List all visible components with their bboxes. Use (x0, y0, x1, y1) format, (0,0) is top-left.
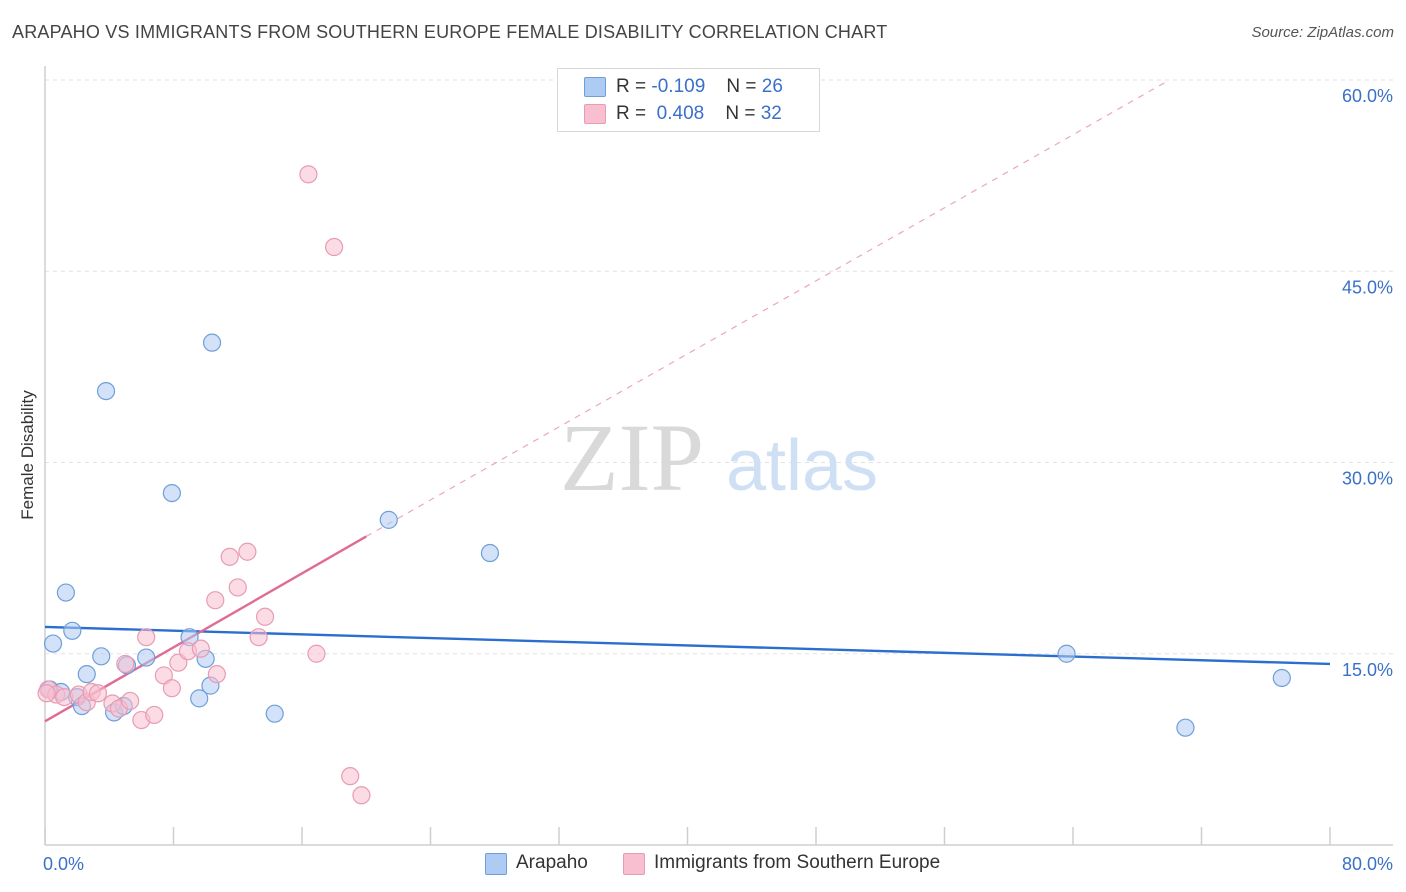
data-point-arapaho (190, 689, 209, 708)
data-point-arapaho (480, 543, 500, 563)
bottom-legend-label: Immigrants from Southern Europe (654, 852, 941, 873)
grid-layer (45, 79, 1393, 655)
tick-label-layer: 15.0% 30.0% 45.0% 60.0% 0.0% 80.0% (43, 86, 1393, 874)
data-point-immigrants (207, 665, 226, 684)
data-point-immigrants (220, 547, 239, 566)
data-point-arapaho (379, 510, 398, 529)
points-layer (37, 165, 1291, 805)
watermark-zip: ZIP (560, 404, 704, 511)
data-point-immigrants (88, 684, 108, 703)
data-point-arapaho (77, 665, 96, 684)
data-point-immigrants (191, 639, 210, 658)
y-axis-label: Female Disability (18, 390, 37, 520)
bottom-legend-swatch-immigrants (623, 853, 645, 875)
legend: R = -0.109 N = 26 R = 0.408 N = 32 (557, 68, 820, 132)
data-point-immigrants (37, 684, 56, 703)
bottom-legend-swatch-arapaho (485, 853, 507, 875)
trend-extension-immigrants (365, 79, 1170, 537)
data-point-immigrants (162, 679, 181, 698)
source-label: Source: ZipAtlas.com (1251, 24, 1394, 41)
watermark-atlas: atlas (726, 426, 878, 506)
data-point-immigrants (137, 628, 156, 647)
data-point-arapaho (63, 621, 82, 640)
data-point-immigrants (238, 542, 257, 561)
data-point-arapaho (56, 583, 75, 602)
legend-swatch-arapaho (584, 77, 606, 97)
data-point-immigrants (145, 705, 164, 725)
legend-n-label: N = (726, 76, 757, 97)
legend-r-label: R = (616, 103, 647, 124)
legend-r-label: R = (616, 76, 647, 97)
data-point-arapaho (265, 704, 284, 723)
data-point-arapaho (137, 648, 156, 667)
x-tick-label: 0.0% (43, 854, 84, 874)
data-point-immigrants (352, 786, 371, 805)
x-tick-label: 80.0% (1342, 854, 1393, 874)
y-tick-label: 60.0% (1342, 86, 1393, 106)
legend-n-value: 32 (760, 103, 782, 124)
axes-layer (44, 66, 1393, 846)
data-point-arapaho (162, 484, 181, 503)
legend-n-value: 26 (761, 76, 783, 97)
bottom-legend: Arapaho Immigrants from Southern Europe (0, 852, 1406, 878)
data-point-immigrants (325, 237, 344, 257)
y-tick-label: 15.0% (1342, 660, 1393, 680)
legend-r-value: -0.109 (651, 76, 706, 97)
bottom-legend-label: Arapaho (516, 852, 588, 873)
legend-swatch-immigrants (584, 104, 606, 124)
trend-layer (44, 79, 1331, 723)
legend-r-value: 0.408 (656, 103, 705, 124)
data-point-arapaho (1057, 644, 1076, 663)
data-point-arapaho (1176, 718, 1195, 737)
data-point-immigrants (249, 628, 268, 647)
chart-title: ARAPAHO VS IMMIGRANTS FROM SOUTHERN EURO… (12, 22, 888, 42)
data-point-immigrants (206, 591, 225, 610)
trend-line-arapaho (44, 625, 1331, 666)
data-point-immigrants (116, 654, 135, 674)
data-point-arapaho (96, 382, 116, 401)
y-tick-label: 45.0% (1342, 277, 1393, 297)
data-point-arapaho (92, 647, 111, 666)
data-point-arapaho (1272, 668, 1291, 688)
data-point-arapaho (43, 634, 63, 653)
data-point-immigrants (228, 578, 247, 597)
legend-n-label: N = (725, 103, 756, 124)
data-point-immigrants (121, 691, 140, 711)
y-tick-label: 30.0% (1342, 469, 1393, 489)
watermark: ZIP atlas (560, 404, 878, 511)
data-point-arapaho (202, 333, 222, 352)
data-point-immigrants (307, 644, 326, 663)
data-point-immigrants (299, 165, 318, 184)
data-point-immigrants (341, 767, 360, 786)
data-point-immigrants (255, 607, 275, 626)
